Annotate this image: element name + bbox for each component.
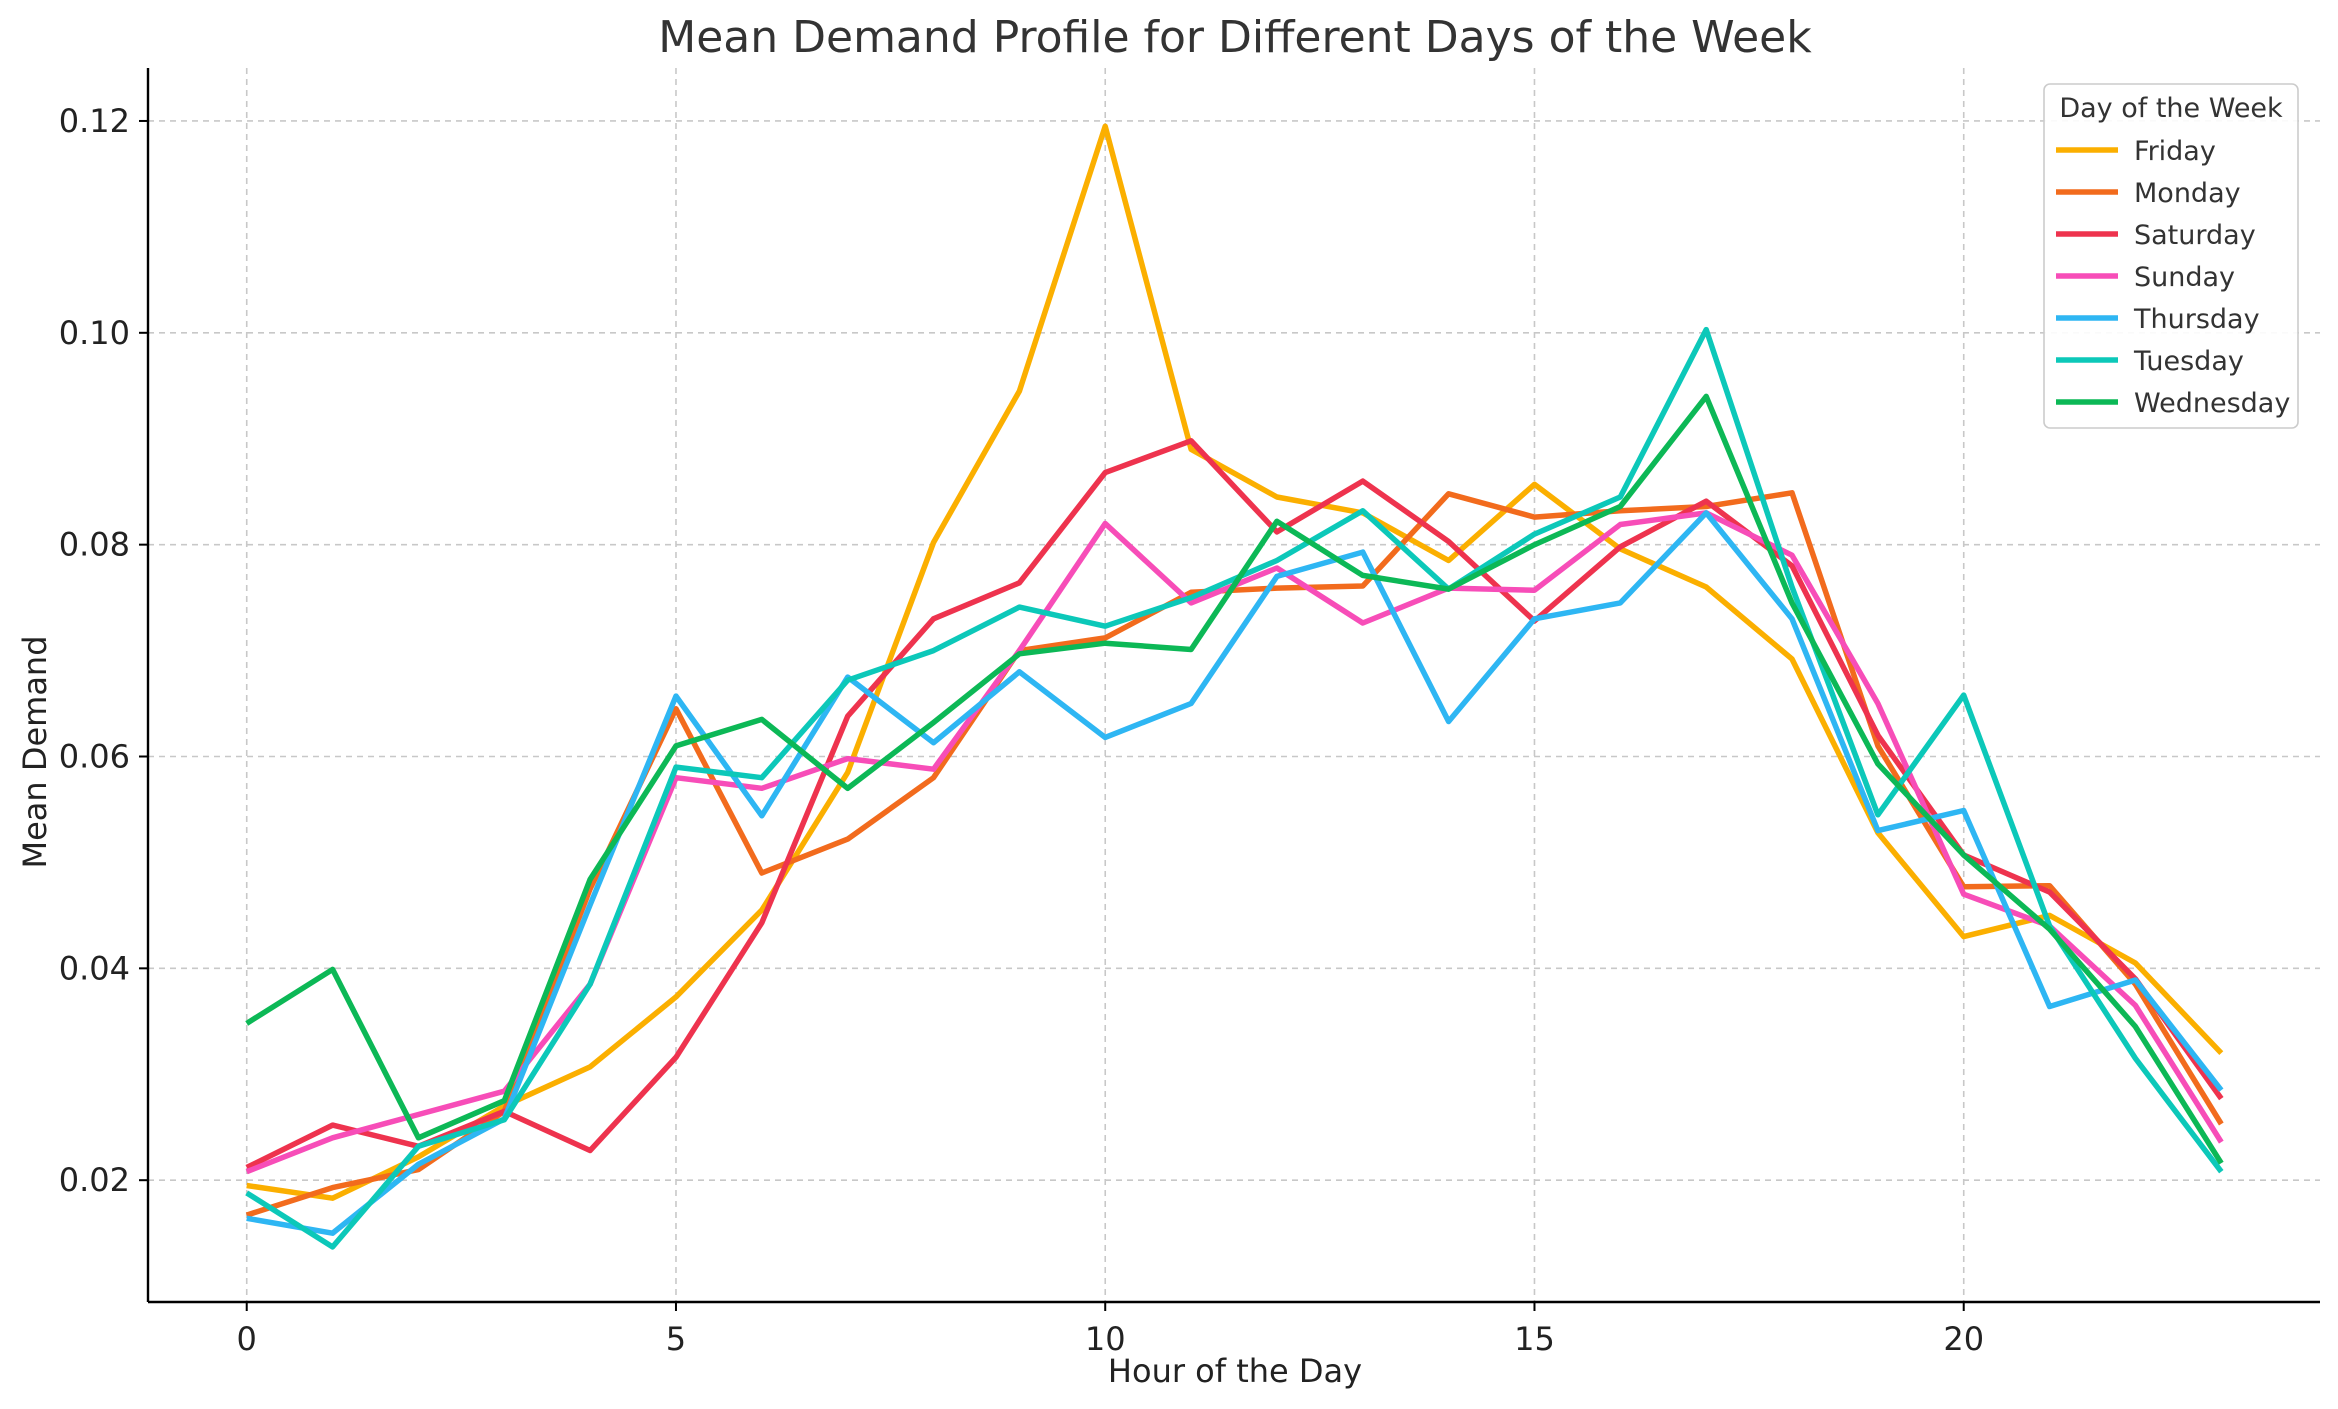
legend-label-tuesday: Tuesday <box>2133 346 2244 377</box>
series-line-tuesday <box>245 326 2224 1250</box>
legend-label-thursday: Thursday <box>2133 304 2260 335</box>
y-tick-label: 0.10 <box>59 314 130 352</box>
series-layer <box>245 123 2224 1250</box>
grid <box>148 68 2320 1302</box>
y-tick-label: 0.06 <box>59 737 130 775</box>
x-tick-label: 20 <box>1943 1320 1984 1358</box>
axes: 0 5 10 15 20 0.02 0.04 0.06 0.08 0.10 0.12 <box>59 68 2320 1358</box>
legend-label-monday: Monday <box>2134 178 2241 209</box>
y-tick-label: 0.08 <box>59 526 130 564</box>
legend-label-wednesday: Wednesday <box>2134 388 2290 419</box>
x-tick-label: 15 <box>1514 1320 1555 1358</box>
x-tick-label: 5 <box>666 1320 686 1358</box>
series-line-saturday <box>245 438 2224 1170</box>
chart-title: Mean Demand Profile for Different Days o… <box>658 12 1812 63</box>
legend-label-sunday: Sunday <box>2134 262 2235 293</box>
y-axis-label: Mean Demand <box>16 635 54 868</box>
x-axis-label: Hour of the Day <box>1108 1352 1362 1390</box>
legend: Day of the Week Friday Monday Saturday Sunda… <box>2043 83 2299 429</box>
y-tick-label: 0.02 <box>59 1161 130 1199</box>
series-line-friday <box>246 123 2224 1201</box>
legend-title: Day of the Week <box>2059 93 2283 124</box>
series-line-wednesday <box>245 393 2224 1165</box>
y-tick-label: 0.12 <box>59 102 130 140</box>
legend-label-friday: Friday <box>2134 136 2216 167</box>
x-tick-label: 0 <box>237 1320 257 1358</box>
y-tick-label: 0.04 <box>59 949 130 987</box>
x-tick-label: 10 <box>1085 1320 1126 1358</box>
legend-frame <box>2043 83 2299 429</box>
legend-label-saturday: Saturday <box>2134 220 2256 251</box>
series-line-thursday <box>246 510 2224 1236</box>
